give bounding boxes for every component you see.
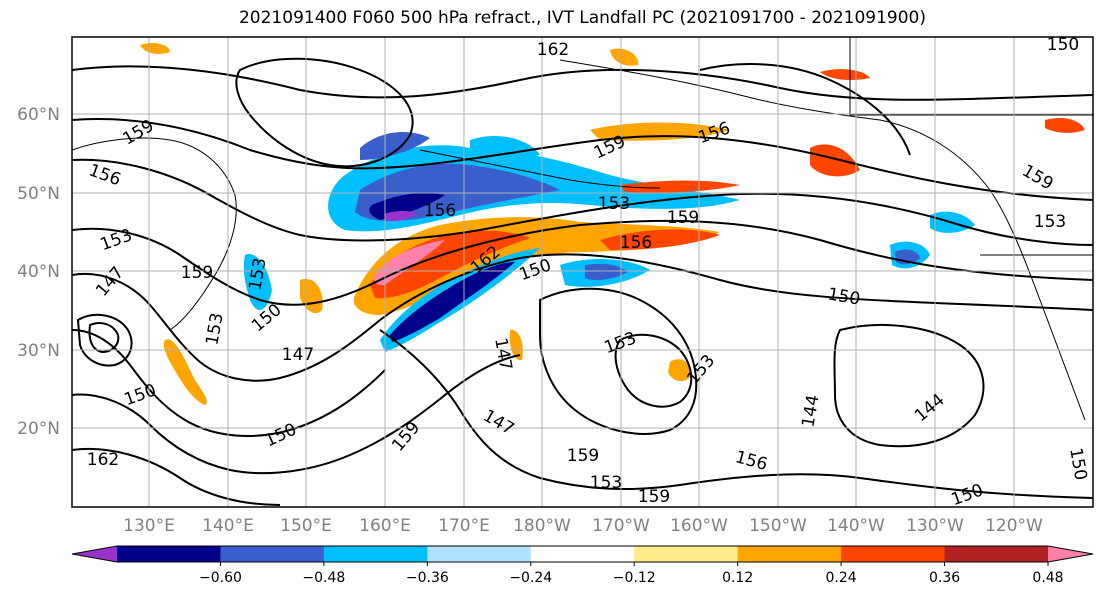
- contour-label: 159: [567, 446, 599, 466]
- contour-line: [614, 333, 693, 408]
- colorbar-swatch: [72, 546, 117, 562]
- colorbar-swatch: [323, 546, 428, 562]
- longitude-labels: 130°E 140°E 150°E 160°E 170°E 180°W 170°…: [123, 516, 1043, 536]
- lat-label: 40°N: [17, 262, 60, 282]
- contour-line: [235, 57, 414, 168]
- shading-positive-nw: [140, 42, 170, 54]
- contour-line: [72, 447, 281, 506]
- coastline-asia: [72, 137, 237, 331]
- graticule: [72, 37, 1093, 507]
- shading-negative-jet-south-core: [390, 262, 515, 342]
- colorbar-swatch: [634, 546, 739, 562]
- contour-line: [76, 313, 133, 367]
- lon-label: 170°E: [438, 516, 490, 536]
- coastlines: [72, 37, 1093, 421]
- colorbar-swatch: [1048, 546, 1093, 562]
- contour-label: 156: [424, 201, 456, 221]
- lon-label: 160°W: [670, 516, 728, 536]
- contour-label: 147: [282, 345, 314, 365]
- colorbar-tick-label: −0.12: [613, 570, 656, 586]
- shading-positive-hawaii: [668, 359, 692, 382]
- contour-line: [379, 329, 1093, 499]
- lon-label: 120°W: [985, 516, 1043, 536]
- lon-label: 140°E: [202, 516, 254, 536]
- colorbar-swatches: [71, 545, 1094, 563]
- shading-positive-japan: [163, 339, 207, 405]
- contour-label: 153: [598, 194, 630, 214]
- latitude-labels: 60°N 50°N 40°N 30°N 20°N: [17, 105, 60, 439]
- colorbar-tick-label: −0.24: [509, 570, 552, 586]
- colorbar-swatch: [737, 546, 842, 562]
- colorbar-tick-label: 0.12: [722, 570, 753, 586]
- contour-line: [72, 118, 1093, 201]
- shading-positive-east: [600, 229, 720, 250]
- colorbar-tick-label: −0.60: [199, 570, 242, 586]
- colorbar-outline: [71, 545, 1094, 563]
- border-canada: [849, 37, 1093, 116]
- lat-label: 50°N: [17, 184, 60, 204]
- colorbar-swatch: [530, 546, 635, 562]
- lat-label: 30°N: [17, 341, 60, 361]
- contour-line: [699, 63, 911, 156]
- lon-label: 130°E: [123, 516, 175, 536]
- shading-negative-bering: [360, 132, 430, 160]
- lon-label: 160°E: [359, 516, 411, 536]
- shading-positive-north: [610, 48, 639, 66]
- contour-line: [833, 324, 985, 448]
- shading-positive-subtrop: [509, 329, 523, 361]
- contour-label: 153: [1034, 212, 1066, 232]
- contour-line: [72, 219, 1093, 306]
- lat-label: 20°N: [17, 419, 60, 439]
- colorbar-tick-label: 0.36: [929, 570, 960, 586]
- lon-label: 170°W: [592, 516, 650, 536]
- colorbar-tick-label: 0.24: [826, 570, 857, 586]
- ivt-shading: [140, 42, 1085, 405]
- shading-positive-alaska: [810, 144, 860, 177]
- shading-positive-jet-core: [370, 230, 530, 299]
- contour-label: 150: [1047, 35, 1079, 55]
- shading-negative-purple: [385, 211, 418, 222]
- contour-label: 159: [181, 263, 213, 283]
- colorbar-tick-label: −0.48: [302, 570, 345, 586]
- coastline-aleutians: [419, 149, 661, 189]
- colorbar-ticks: −0.60 −0.48 −0.36 −0.24 −0.12 0.12 0.24 0.36 0.4…: [199, 562, 1064, 586]
- coastline-alaska: [559, 59, 1086, 421]
- colorbar-tick-label: 0.48: [1032, 570, 1063, 586]
- contour-line: [72, 158, 1093, 246]
- colorbar-swatch: [117, 546, 221, 562]
- colorbar-tick-label: −0.36: [406, 570, 449, 586]
- lat-label: 60°N: [17, 105, 60, 125]
- lon-label: 140°W: [827, 516, 885, 536]
- colorbar-swatch: [427, 546, 532, 562]
- contour-label: 162: [87, 450, 119, 470]
- shading-positive-gulf-2: [620, 180, 740, 193]
- lon-label: 150°E: [280, 516, 332, 536]
- lon-label: 180°W: [513, 516, 571, 536]
- contour-line: [88, 322, 120, 354]
- shading-negative-alaska: [470, 135, 540, 158]
- shading-positive-northeast: [820, 69, 870, 80]
- shading-negative-mid-core: [585, 263, 628, 280]
- map-frame: [71, 36, 1094, 508]
- colorbar-swatch: [841, 546, 946, 562]
- contour-label: 159: [638, 487, 670, 507]
- lon-label: 130°W: [906, 516, 964, 536]
- colorbar-swatch: [944, 546, 1049, 562]
- lon-label: 150°W: [749, 516, 807, 536]
- map-title: 2021091400 F060 500 hPa refract., IVT La…: [238, 8, 926, 28]
- contour-line: [539, 287, 698, 435]
- contour-label: 162: [537, 40, 569, 60]
- colorbar-swatch: [220, 546, 325, 562]
- contour-labels: 162 159 156 153 150 147 144 159 156 153 …: [86, 35, 1091, 507]
- shading-positive-yukon: [1045, 118, 1085, 133]
- contour-label: 159: [667, 208, 699, 228]
- contour-line: [72, 329, 386, 437]
- contour-label: 153: [590, 473, 622, 493]
- colorbar: −0.60 −0.48 −0.36 −0.24 −0.12 0.12 0.24 0.36 0.4…: [71, 545, 1094, 586]
- contour-label: 156: [620, 233, 652, 253]
